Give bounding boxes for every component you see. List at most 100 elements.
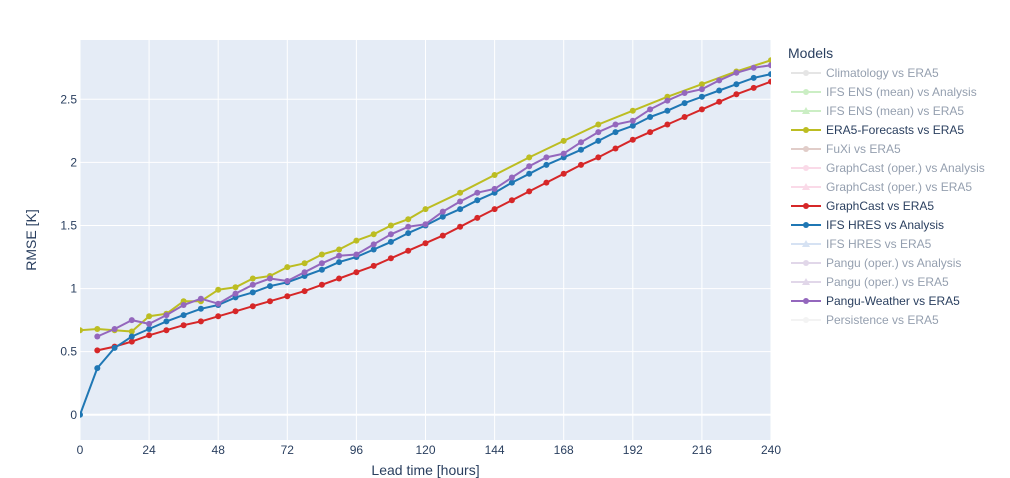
data-point bbox=[508, 179, 515, 186]
data-point bbox=[716, 98, 723, 105]
data-point bbox=[336, 246, 343, 253]
data-point bbox=[128, 317, 135, 324]
legend-item-pangu-weather-vs-era5[interactable]: Pangu-Weather vs ERA5 bbox=[791, 294, 960, 308]
y-tick-label: 2.5 bbox=[60, 92, 77, 106]
data-point bbox=[543, 179, 550, 186]
data-point bbox=[578, 139, 584, 146]
legend-item-ifs-ens-mean-vs-era5[interactable]: IFS ENS (mean) vs ERA5 bbox=[791, 104, 964, 118]
data-point bbox=[232, 284, 239, 291]
data-point bbox=[612, 129, 619, 136]
data-point bbox=[578, 161, 584, 168]
data-point bbox=[146, 320, 153, 327]
data-point bbox=[387, 238, 394, 245]
data-point bbox=[128, 338, 135, 345]
legend-label: GraphCast vs ERA5 bbox=[826, 199, 934, 213]
legend-label: Persistence vs ERA5 bbox=[826, 313, 939, 327]
data-point bbox=[318, 260, 325, 267]
legend-marker bbox=[803, 222, 809, 228]
legend-marker bbox=[802, 240, 810, 247]
legend-item-ifs-ens-mean-vs-analysis[interactable]: IFS ENS (mean) vs Analysis bbox=[791, 85, 977, 99]
data-point bbox=[750, 64, 757, 71]
legend-label: FuXi vs ERA5 bbox=[826, 142, 901, 156]
data-point bbox=[180, 322, 187, 329]
data-point bbox=[370, 262, 377, 269]
data-point bbox=[232, 308, 239, 315]
legend-item-climatology-vs-era5[interactable]: Climatology vs ERA5 bbox=[791, 66, 939, 80]
data-point bbox=[439, 213, 446, 220]
data-point bbox=[336, 252, 343, 259]
data-point bbox=[128, 328, 135, 335]
data-point bbox=[267, 275, 273, 282]
data-point bbox=[716, 87, 723, 94]
series-layer bbox=[80, 57, 771, 418]
legend-item-persistence-vs-era5[interactable]: Persistence vs ERA5 bbox=[791, 313, 939, 327]
legend-label: Pangu (oper.) vs ERA5 bbox=[826, 275, 949, 289]
legend-item-pangu-oper-vs-era5[interactable]: Pangu (oper.) vs ERA5 bbox=[791, 275, 949, 289]
series-line bbox=[96, 64, 771, 338]
data-point bbox=[370, 241, 377, 248]
legend-marker bbox=[803, 317, 809, 323]
data-point bbox=[560, 150, 567, 157]
x-tick-label: 168 bbox=[554, 443, 574, 457]
data-point bbox=[318, 251, 325, 258]
data-point bbox=[301, 288, 308, 295]
data-point bbox=[353, 237, 360, 244]
legend-item-era5-forecasts-vs-era5[interactable]: ERA5-Forecasts vs ERA5 bbox=[791, 123, 964, 137]
legend-item-ifs-hres-vs-analysis[interactable]: IFS HRES vs Analysis bbox=[791, 218, 944, 232]
legend-label: IFS ENS (mean) vs ERA5 bbox=[826, 104, 964, 118]
data-point bbox=[146, 332, 153, 339]
data-point bbox=[94, 333, 101, 340]
legend-marker bbox=[802, 183, 810, 190]
legend-item-graphcast-vs-era5[interactable]: GraphCast vs ERA5 bbox=[791, 199, 934, 213]
legend-item-pangu-oper-vs-analysis[interactable]: Pangu (oper.) vs Analysis bbox=[791, 256, 961, 270]
data-point bbox=[128, 333, 135, 340]
data-point bbox=[232, 290, 239, 297]
x-tick-label: 0 bbox=[77, 443, 84, 457]
legend-marker bbox=[803, 203, 809, 209]
y-tick-label: 0.5 bbox=[60, 345, 77, 359]
data-point bbox=[768, 71, 771, 78]
legend-marker bbox=[802, 107, 810, 114]
legend-marker bbox=[803, 165, 809, 171]
data-point bbox=[370, 246, 377, 253]
legend-item-graphcast-oper-vs-era5[interactable]: GraphCast (oper.) vs ERA5 bbox=[791, 180, 972, 194]
x-tick-label: 240 bbox=[761, 443, 781, 457]
data-point bbox=[197, 305, 204, 312]
data-point bbox=[698, 86, 705, 93]
data-point bbox=[612, 121, 619, 128]
legend-marker bbox=[803, 298, 809, 304]
data-point bbox=[750, 74, 757, 81]
legend-label: IFS ENS (mean) vs Analysis bbox=[826, 85, 977, 99]
legend-marker bbox=[803, 127, 809, 133]
x-tick-label: 24 bbox=[142, 443, 156, 457]
data-point bbox=[405, 247, 412, 254]
legend-marker bbox=[803, 89, 809, 95]
data-point bbox=[249, 289, 256, 296]
x-tick-label: 144 bbox=[485, 443, 505, 457]
data-point bbox=[180, 312, 187, 319]
data-point bbox=[681, 100, 688, 107]
legend-item-fuxi-vs-era5[interactable]: FuXi vs ERA5 bbox=[791, 142, 901, 156]
y-tick-label: 1 bbox=[70, 282, 77, 296]
data-point bbox=[215, 286, 222, 293]
data-point bbox=[647, 106, 654, 113]
data-point bbox=[249, 303, 256, 310]
data-point bbox=[474, 197, 481, 204]
data-point bbox=[215, 313, 222, 320]
legend-label: IFS HRES vs Analysis bbox=[826, 218, 944, 232]
x-axis-title: Lead time [hours] bbox=[371, 462, 479, 478]
data-point bbox=[180, 302, 187, 308]
x-tick-label: 72 bbox=[281, 443, 295, 457]
data-point bbox=[595, 129, 602, 136]
data-point bbox=[318, 266, 325, 273]
data-point bbox=[629, 107, 636, 114]
legend-item-graphcast-oper-vs-analysis[interactable]: GraphCast (oper.) vs Analysis bbox=[791, 161, 985, 175]
data-point bbox=[543, 154, 550, 161]
data-point bbox=[146, 313, 153, 320]
data-point bbox=[491, 172, 498, 178]
data-point bbox=[163, 312, 170, 319]
legend-item-ifs-hres-vs-era5[interactable]: IFS HRES vs ERA5 bbox=[791, 237, 932, 251]
y-tick-label: 2 bbox=[70, 155, 77, 169]
data-point bbox=[768, 57, 771, 64]
